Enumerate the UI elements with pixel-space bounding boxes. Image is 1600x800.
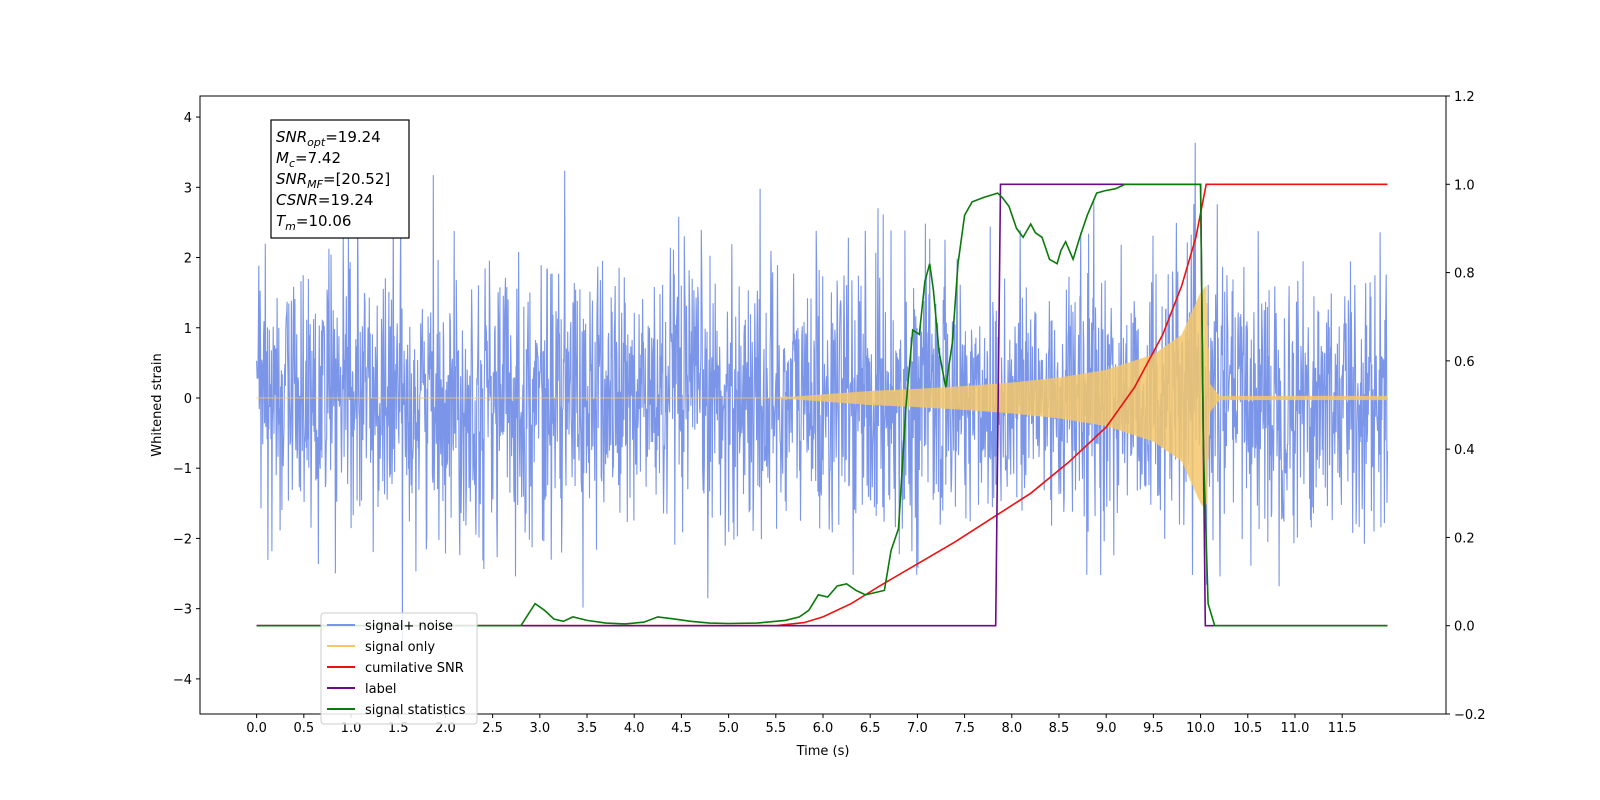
x-tick-label: 7.5 [954,721,975,736]
y-right-tick-label: 1.2 [1454,90,1475,105]
x-tick-label: 11.5 [1328,721,1357,736]
x-tick-label: 8.0 [1001,721,1022,736]
y-right-tick-label: −0.2 [1454,708,1486,723]
info-value: =[20.52] [323,170,390,188]
y-left-tick-label: 3 [184,181,192,196]
info-line: Mc=7.42 [276,149,341,170]
y-left-tick-label: 2 [184,252,192,267]
info-subscript: opt [307,136,326,149]
ticks-layer: 0.0 0.5 1.0 1.5 2.0 2.5 3.0 3.5 4.0 4.5 5.0 5.5 6.0 6… [173,90,1486,736]
legend-frame [320,612,478,725]
x-tick-label: 1.0 [341,721,362,736]
info-value: =7.42 [295,149,341,167]
x-tick-label: 9.5 [1143,721,1164,736]
x-tick-label: 0.0 [246,721,267,736]
info-symbol: M [276,149,289,167]
y-left-tick-label: 0 [184,392,192,407]
x-tick-label: 2.0 [435,721,456,736]
info-value: =19.24 [318,191,374,209]
info-box: SNRopt=19.24Mc=7.42SNRMF=[20.52]CSNR=19.… [270,119,410,239]
series-signal-statistics [256,183,1388,627]
info-box-frame [270,119,410,239]
x-tick-label: 8.5 [1049,721,1070,736]
info-symbol: SNR [276,170,307,188]
info-value: =10.06 [296,212,352,230]
y-left-tick-label: −2 [173,532,192,547]
x-tick-label: 6.0 [813,721,834,736]
x-tick-label: 9.0 [1096,721,1117,736]
legend-label: signal+ noise [365,619,453,634]
legend-label: signal only [365,640,435,655]
legend-label: label [365,682,396,697]
info-value: =19.24 [325,128,381,146]
y-left-tick-label: −3 [173,603,192,618]
info-subscript: c [289,157,295,170]
info-line: Tm=10.06 [276,212,351,233]
x-axis-label: Time (s) [796,744,850,759]
series-cumilative-snr [256,183,1388,627]
info-symbol: CSNR [276,191,318,209]
series-signal-only [256,285,1388,510]
info-subscript: m [285,220,296,233]
x-tick-label: 6.5 [860,721,881,736]
y-left-tick-label: 4 [184,111,192,126]
info-symbol: T [276,212,287,230]
x-tick-label: 3.0 [529,721,550,736]
x-tick-label: 4.5 [671,721,692,736]
info-symbol: SNR [276,128,307,146]
y-right-tick-label: 0.6 [1454,355,1475,370]
x-tick-label: 0.5 [293,721,314,736]
y-right-tick-label: 1.0 [1454,178,1475,193]
x-tick-label: 1.5 [388,721,409,736]
x-tick-label: 10.0 [1186,721,1215,736]
x-tick-label: 4.0 [624,721,645,736]
y-left-tick-label: −1 [173,462,192,477]
y-right-tick-label: 0.2 [1454,531,1475,546]
legend-label: cumilative SNR [365,661,464,676]
y-left-tick-label: 1 [184,322,192,337]
y-left-tick-label: −4 [173,673,192,688]
y-right-tick-label: 0.8 [1454,267,1475,282]
x-tick-label: 2.5 [482,721,503,736]
info-subscript: MF [307,178,323,191]
x-tick-label: 11.0 [1280,721,1309,736]
info-line: SNRopt=19.24 [276,128,381,149]
x-tick-label: 10.5 [1233,721,1262,736]
series-layer [256,142,1389,643]
y-right-tick-label: 0.0 [1454,620,1475,635]
x-tick-label: 3.5 [577,721,598,736]
y-right-tick-label: 0.4 [1454,443,1475,458]
legend-label: signal statistics [365,703,466,718]
info-line: SNRMF=[20.52] [276,170,390,191]
x-tick-label: 7.0 [907,721,928,736]
x-tick-label: 5.0 [718,721,739,736]
y-axis-label: Whitened strain [150,353,165,456]
info-line: CSNR=19.24 [276,191,373,209]
x-tick-label: 5.5 [765,721,786,736]
legend: signal+ noise signal only cumilative SNR la… [320,612,478,725]
